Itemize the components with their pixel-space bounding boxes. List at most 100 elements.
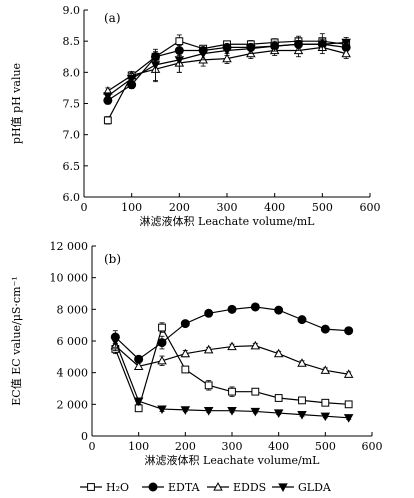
data-point [180, 406, 191, 415]
x-tick-label: 400 [268, 440, 289, 453]
series-2 [110, 340, 354, 378]
data-point [343, 414, 354, 423]
panel-label: (b) [104, 252, 121, 266]
data-point [227, 304, 237, 314]
x-tick-label: 200 [169, 201, 190, 214]
series-3 [110, 334, 354, 423]
chart-panel-a: 0 100 200 300 400 500 600 6.0 6.5 7.0 7.5 8.0 8.5 9.0… [10, 4, 381, 228]
data-point [269, 42, 280, 52]
legend-marker [87, 483, 95, 491]
x-tick-label: 600 [362, 440, 383, 453]
legend-marker [278, 483, 288, 492]
data-point [274, 305, 284, 315]
data-point [341, 48, 351, 58]
y-tick-label: 4 000 [57, 367, 89, 380]
x-tick-label: 200 [175, 440, 196, 453]
y-tick-label: 12 000 [50, 240, 89, 253]
y-tick-label: 8.5 [63, 35, 81, 48]
x-tick-label: 300 [217, 201, 238, 214]
y-tick-label: 8 000 [57, 303, 89, 316]
legend-marker [148, 482, 158, 492]
data-point [246, 45, 256, 54]
data-point [150, 61, 161, 70]
data-point [181, 365, 190, 374]
data-point [317, 40, 328, 50]
y-tick-label: 6.5 [63, 160, 81, 173]
data-point [133, 361, 144, 370]
legend-label: H₂O [106, 481, 129, 494]
y-tick-label: 7.0 [63, 129, 81, 142]
data-point [180, 348, 191, 358]
legend-label: EDDS [233, 481, 266, 494]
data-point [297, 315, 307, 325]
data-point [222, 46, 232, 56]
series-line [114, 340, 349, 419]
x-axis-label: 淋滤液体积 Leachate volume/mL [145, 453, 321, 467]
y-axis-label: EC值 EC value/μS·cm⁻¹ [10, 276, 23, 405]
legend: H₂O EDTA EDDS GLDA [80, 481, 332, 494]
data-point [204, 381, 213, 390]
data-point [110, 337, 121, 346]
data-point [133, 397, 144, 407]
data-point [250, 407, 261, 417]
data-point [203, 407, 214, 416]
data-point [343, 369, 354, 378]
chart-panel-b: 0 100 200 300 400 500 600 0 2 000 4 000 6 000 8 000… [10, 240, 383, 467]
data-point [157, 405, 167, 415]
data-point [204, 308, 214, 318]
y-axis-label: pH值 pH value [10, 63, 23, 144]
series-0 [111, 322, 353, 413]
data-point [341, 38, 351, 48]
y-tick-label: 6 000 [57, 335, 89, 348]
data-point [297, 358, 307, 367]
data-point [320, 324, 330, 334]
legend-label: EDTA [168, 481, 201, 494]
x-tick-label: 100 [121, 201, 142, 214]
x-axis-label: 淋滤液体积 Leachate volume/mL [140, 214, 316, 228]
data-point [103, 92, 113, 101]
data-point [344, 400, 353, 409]
data-point [298, 396, 306, 405]
x-tick-label: 100 [128, 440, 149, 453]
data-point [157, 355, 167, 365]
data-point [250, 302, 260, 312]
data-point [274, 394, 283, 402]
series-3 [103, 37, 351, 101]
data-point [180, 319, 190, 329]
data-point [273, 348, 284, 358]
x-tick-label: 0 [81, 201, 88, 214]
y-tick-label: 0 [81, 430, 88, 443]
data-point [222, 53, 232, 63]
data-point [251, 387, 260, 396]
data-point [157, 338, 167, 348]
panel-label: (a) [104, 11, 121, 25]
data-point [250, 340, 261, 350]
x-tick-label: 0 [89, 440, 96, 453]
data-point [174, 56, 185, 65]
x-tick-label: 300 [222, 440, 243, 453]
data-point [227, 341, 237, 351]
data-point [273, 409, 284, 418]
series-line [114, 306, 349, 360]
y-tick-label: 2 000 [57, 398, 89, 411]
x-tick-label: 500 [315, 440, 336, 453]
series-1 [110, 302, 354, 364]
data-point [175, 37, 184, 46]
x-tick-label: 400 [264, 201, 285, 214]
data-point [227, 407, 237, 416]
data-point [297, 410, 307, 420]
data-point [198, 50, 208, 59]
data-point [344, 326, 354, 336]
data-point [103, 116, 112, 125]
legend-label: GLDA [298, 481, 332, 494]
legend-marker [213, 482, 223, 491]
data-point [320, 412, 331, 422]
data-point [293, 40, 304, 50]
data-point [321, 398, 330, 407]
y-tick-label: 6.0 [63, 191, 81, 204]
y-tick-label: 9.0 [63, 4, 81, 17]
y-tick-label: 7.5 [63, 98, 81, 111]
x-tick-label: 600 [360, 201, 381, 214]
data-point [228, 387, 236, 396]
